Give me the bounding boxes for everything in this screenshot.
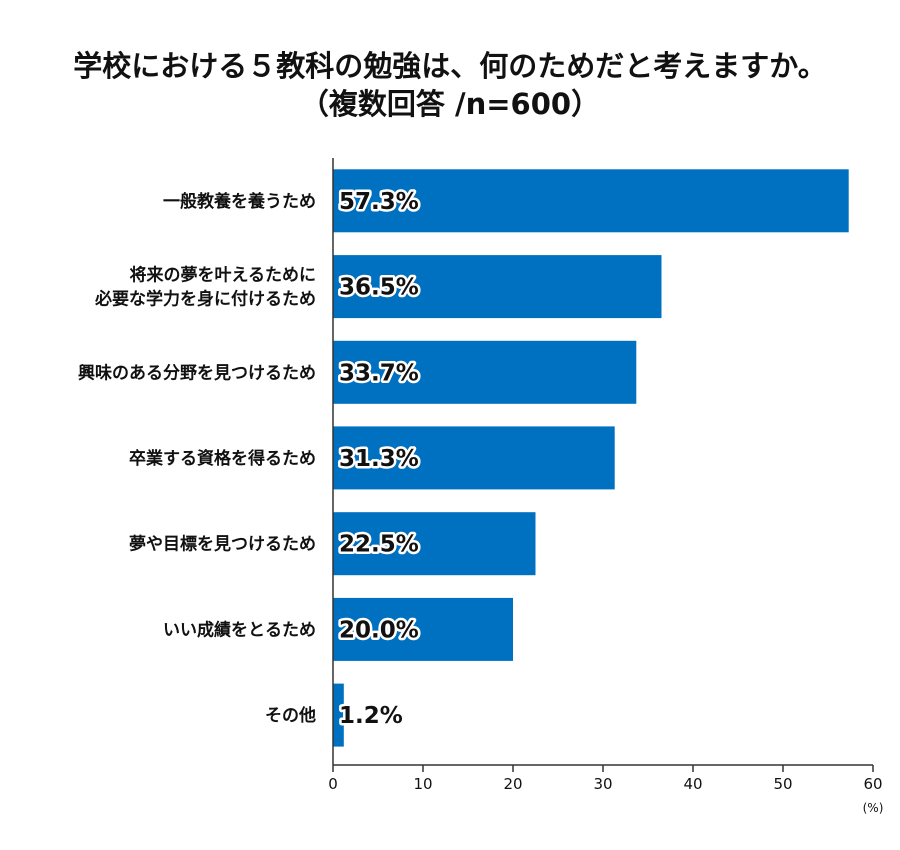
- value-label-0: 57.3%: [339, 189, 419, 215]
- chart-title-line2: （複数回答 /n=600）: [299, 87, 601, 121]
- bar-4: [333, 512, 536, 576]
- value-label-1: 36.5%: [339, 275, 419, 301]
- value-label-4: 22.5%: [339, 532, 419, 558]
- value-label-5: 20.0%: [339, 617, 419, 643]
- category-label-4: 夢や目標を見つけるため: [129, 534, 316, 555]
- bar-0: [333, 169, 849, 233]
- bar-2: [333, 340, 637, 404]
- chart-title-line1: 学校における５教科の勉強は、何のためだと考えますか。: [73, 49, 827, 83]
- bar-1: [333, 255, 662, 319]
- x-tick-label-0: 0: [328, 775, 338, 793]
- category-label-0: 一般教養を養うため: [163, 191, 316, 212]
- bar-5: [333, 597, 513, 661]
- category-label-2: 興味のある分野を見つけるため: [78, 362, 316, 383]
- x-tick-label-3: 30: [593, 775, 612, 793]
- x-tick-label-5: 50: [773, 775, 792, 793]
- x-tick-label-4: 40: [683, 775, 702, 793]
- x-tick-label-2: 20: [503, 775, 522, 793]
- category-label-6: その他: [265, 705, 316, 726]
- bar-6: [333, 683, 344, 747]
- x-tick-label-1: 10: [413, 775, 432, 793]
- value-label-2: 33.7%: [339, 360, 419, 386]
- value-label-3: 31.3%: [339, 446, 419, 472]
- x-tick-label-6: 60: [863, 775, 882, 793]
- value-label-6: 1.2%: [339, 703, 403, 729]
- category-label-1-0: 将来の夢を叶えるために: [130, 265, 317, 286]
- bar-3: [333, 426, 615, 490]
- category-label-1-1: 必要な学力を身に付けるため: [94, 289, 316, 310]
- category-label-3: 卒業する資格を得るため: [129, 448, 316, 469]
- category-label-5: いい成績をとるため: [163, 619, 316, 640]
- x-axis-unit: (%): [863, 801, 884, 815]
